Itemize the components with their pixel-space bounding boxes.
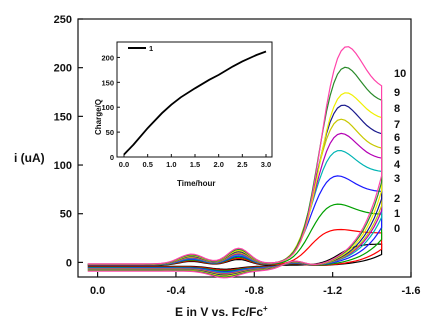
y-tick-label: 50 (60, 209, 72, 221)
inset-y-tick-label: 50 (106, 128, 114, 137)
inset-charge-curve (123, 50, 267, 156)
inset-x-tick-label: 1.0 (166, 160, 176, 169)
curve-label: 6 (394, 132, 400, 144)
inset-y-tick-label: 0 (110, 153, 114, 162)
curve-label: 5 (394, 145, 400, 157)
y-tick-label: 250 (54, 14, 72, 26)
plot-frame (77, 18, 412, 278)
inset-y-axis-label: Charge/Q (94, 99, 103, 135)
inset-x-tick-label: 1.5 (190, 160, 200, 169)
curve-label: 8 (394, 103, 400, 115)
y-tick-label: 100 (54, 160, 72, 172)
inset-y-tick-label: 100 (101, 103, 114, 112)
curve-label: 1 (394, 208, 400, 220)
inset-x-axis-label: Time/hour (177, 179, 216, 188)
x-tick-label: -1.2 (323, 285, 342, 297)
x-tick-label: -0.8 (245, 285, 264, 297)
y-axis-label: i (uA) (14, 151, 45, 165)
inset-x-tick-label: 3.0 (261, 160, 271, 169)
inset-legend-label: 1 (149, 44, 153, 53)
inset-y-tick-label: 200 (101, 53, 114, 62)
inset-x-tick-label: 0.0 (119, 160, 129, 169)
inset-x-tick-label: 0.5 (142, 160, 152, 169)
curve-label: 2 (394, 193, 400, 205)
y-tick-label: 0 (66, 257, 72, 269)
curve-label: 0 (394, 223, 400, 235)
x-tick-label: 0.0 (90, 285, 105, 297)
curve-label: 7 (394, 119, 400, 131)
curve-label: 3 (394, 173, 400, 185)
y-tick-label: 200 (54, 63, 72, 75)
x-tick-label: -0.4 (166, 285, 186, 297)
inset-x-tick-label: 2.0 (213, 160, 223, 169)
inset-y-tick-label: 150 (101, 78, 114, 87)
curve-label: 9 (394, 87, 400, 99)
inset-x-tick-label: 2.5 (237, 160, 247, 169)
curve-label: 4 (394, 159, 401, 171)
cv-curve-10 (87, 46, 383, 279)
x-axis-label: E in V vs. Fc/Fc+ (175, 304, 268, 319)
y-tick-label: 150 (54, 111, 72, 123)
inset-frame (116, 41, 273, 158)
x-tick-label: -1.6 (402, 285, 421, 297)
curve-label: 10 (394, 68, 406, 80)
